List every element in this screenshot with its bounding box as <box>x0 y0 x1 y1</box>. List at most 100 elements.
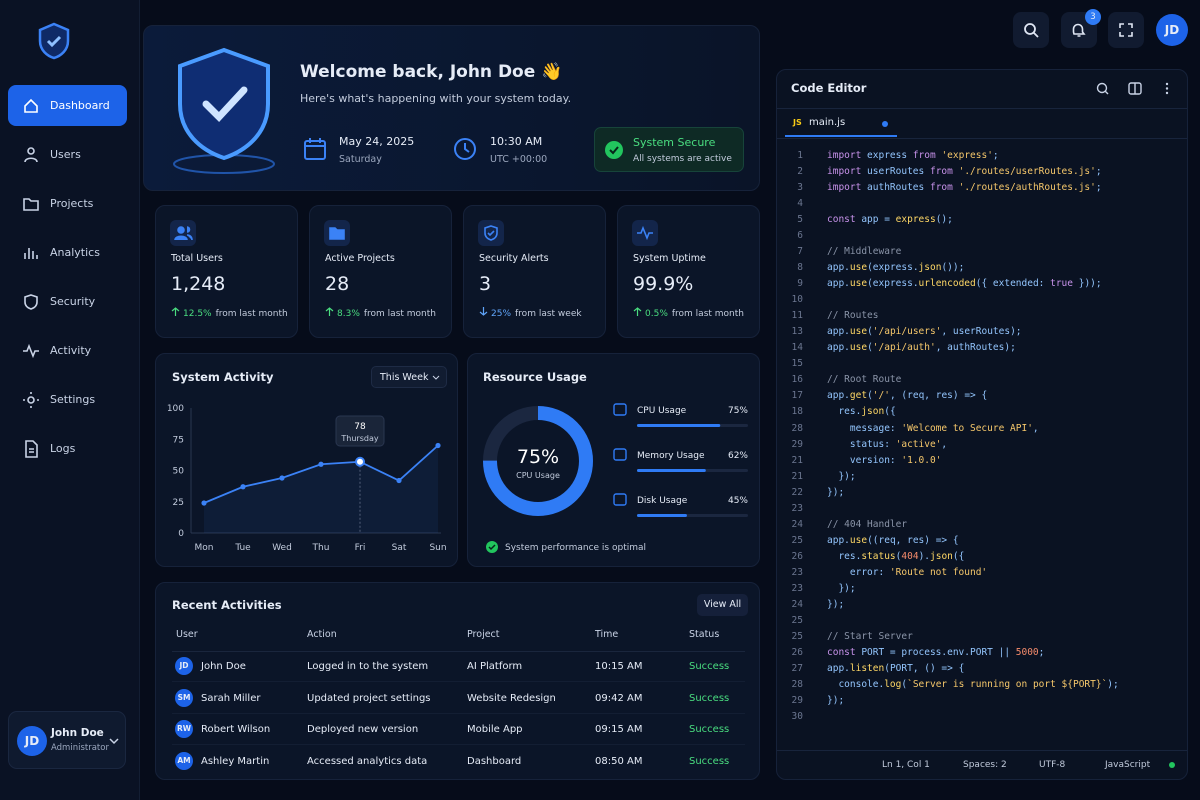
line-number: 18 <box>791 406 803 418</box>
tooltip-value: 78 <box>354 422 366 432</box>
period-dropdown[interactable]: This Week <box>371 366 447 388</box>
user-card[interactable]: JD John Doe Administrator <box>8 711 126 769</box>
unsaved-dot <box>882 121 888 127</box>
x-tick-label: Tue <box>234 543 251 553</box>
line-number: 2 <box>797 166 803 178</box>
line-number: 17 <box>791 390 803 402</box>
change-period: from last month <box>671 309 744 319</box>
code-line: // Start Server <box>827 630 913 642</box>
cell-time: 10:15 AM <box>595 661 643 672</box>
resource-card: Resource Usage 75% CPU Usage CPU Usage 75% M… <box>467 353 760 567</box>
stat-value: 1,248 <box>171 273 226 295</box>
y-tick-label: 100 <box>167 404 184 414</box>
timezone: UTC +00:00 <box>490 154 548 165</box>
resource-icon <box>613 493 627 506</box>
point <box>355 456 365 467</box>
calendar-icon <box>304 138 326 160</box>
status: Success <box>689 756 730 768</box>
code-line: // Root Route <box>827 374 902 386</box>
status-text: All systems are active <box>633 154 732 164</box>
code-line: app.use((req, res) => { <box>827 534 959 546</box>
resource-icon <box>613 448 627 461</box>
sidebar: Dashboard Users Projects Analytics Security A… <box>0 0 140 800</box>
code-line: app.get('/', (req, res) => { <box>827 390 988 402</box>
resource-value-label: 75% <box>728 406 748 416</box>
code-line: app.use('/api/auth', authRoutes); <box>827 342 1016 354</box>
nav-item[interactable]: Security <box>8 281 127 322</box>
nav-label: Projects <box>50 197 94 210</box>
search-button[interactable] <box>1013 12 1049 48</box>
line-number: 5 <box>797 214 803 226</box>
nav-item[interactable]: Analytics <box>8 232 127 273</box>
line-number: 8 <box>797 262 803 274</box>
divider <box>172 744 745 746</box>
point <box>318 461 324 467</box>
area <box>204 445 438 533</box>
column-header: User <box>176 629 198 640</box>
divider <box>172 681 745 682</box>
tab-lang: JS <box>793 118 802 127</box>
row-avatar: JD <box>175 657 193 675</box>
line-number: 24 <box>791 518 803 530</box>
nav-label: Users <box>50 148 81 161</box>
fullscreen-button[interactable] <box>1108 12 1144 48</box>
tab[interactable]: JS main.js <box>785 109 897 137</box>
code-line: const PORT = process.env.PORT || 5000; <box>827 646 1045 658</box>
nav-label: Analytics <box>50 246 100 259</box>
code-line: }); <box>827 695 845 707</box>
view-all-button[interactable]: View All <box>697 594 748 616</box>
top-avatar[interactable]: JD <box>1156 14 1188 46</box>
resource-value-label: 45% <box>728 496 748 506</box>
nav-item[interactable]: Activity <box>8 330 127 371</box>
line-number: 30 <box>791 711 803 723</box>
column-header: Project <box>467 629 500 640</box>
nav-item[interactable]: Settings <box>8 379 127 420</box>
nav-item[interactable]: Users <box>8 134 127 175</box>
code-line: error: 'Route not found' <box>827 566 988 578</box>
line-number: 23 <box>791 502 803 514</box>
activities-title: Recent Activities <box>172 598 282 612</box>
line-number: 26 <box>791 646 803 658</box>
resource-chart: 75% CPU Usage CPU Usage 75% Memory Usage 62% D… <box>483 403 748 553</box>
code-line: import express from 'express'; <box>827 150 999 161</box>
column-header: Status <box>689 629 720 640</box>
status: Success <box>689 692 730 704</box>
stat-change: 8.3% from last month <box>325 307 436 319</box>
row-avatar: AM <box>175 752 193 771</box>
code-line: app.listen(PORT, () => { <box>827 662 965 674</box>
nav-label: Settings <box>50 393 96 406</box>
user-role: Administrator <box>51 743 109 753</box>
code-line: app.use(express.json()); <box>827 262 965 274</box>
nav-item[interactable]: Dashboard <box>8 85 127 126</box>
point <box>201 500 207 506</box>
change-period: from last month <box>363 309 436 319</box>
line-number: 4 <box>797 198 803 210</box>
chart-title: System Activity <box>172 370 274 384</box>
line-number: 22 <box>791 486 803 498</box>
line-number: 25 <box>791 630 803 642</box>
change-value: 12.5% <box>183 309 212 319</box>
donut-value: 75% <box>517 446 559 468</box>
cell-action: Logged in to the system <box>307 661 429 672</box>
code-line: }); <box>827 486 845 498</box>
tooltip-label: Thursday <box>340 434 378 443</box>
nav-label: Activity <box>50 344 92 357</box>
line-number: 25 <box>791 614 803 626</box>
nav-item[interactable]: Logs <box>8 428 127 469</box>
stat-label: Active Projects <box>325 253 395 264</box>
status-item: Spaces: 2 <box>963 760 1007 770</box>
stat-change: 0.5% from last month <box>633 307 744 319</box>
line-number: 13 <box>791 326 803 338</box>
stat-change: 25% from last week <box>479 307 582 319</box>
notifications-button[interactable]: 3 <box>1061 9 1101 48</box>
line-number: 21 <box>791 454 803 466</box>
status-item: UTF-8 <box>1039 760 1066 770</box>
stat-change: 12.5% from last month <box>171 307 288 319</box>
nav-item[interactable]: Projects <box>8 183 127 224</box>
code-line: app.use(express.urlencoded({ extended: t… <box>827 278 1102 290</box>
cell-project: Website Redesign <box>467 692 556 704</box>
nav-label: Logs <box>50 442 76 455</box>
divider <box>172 712 745 714</box>
stat-card: Active Projects 28 8.3% from last month <box>309 205 452 338</box>
point <box>435 442 441 449</box>
